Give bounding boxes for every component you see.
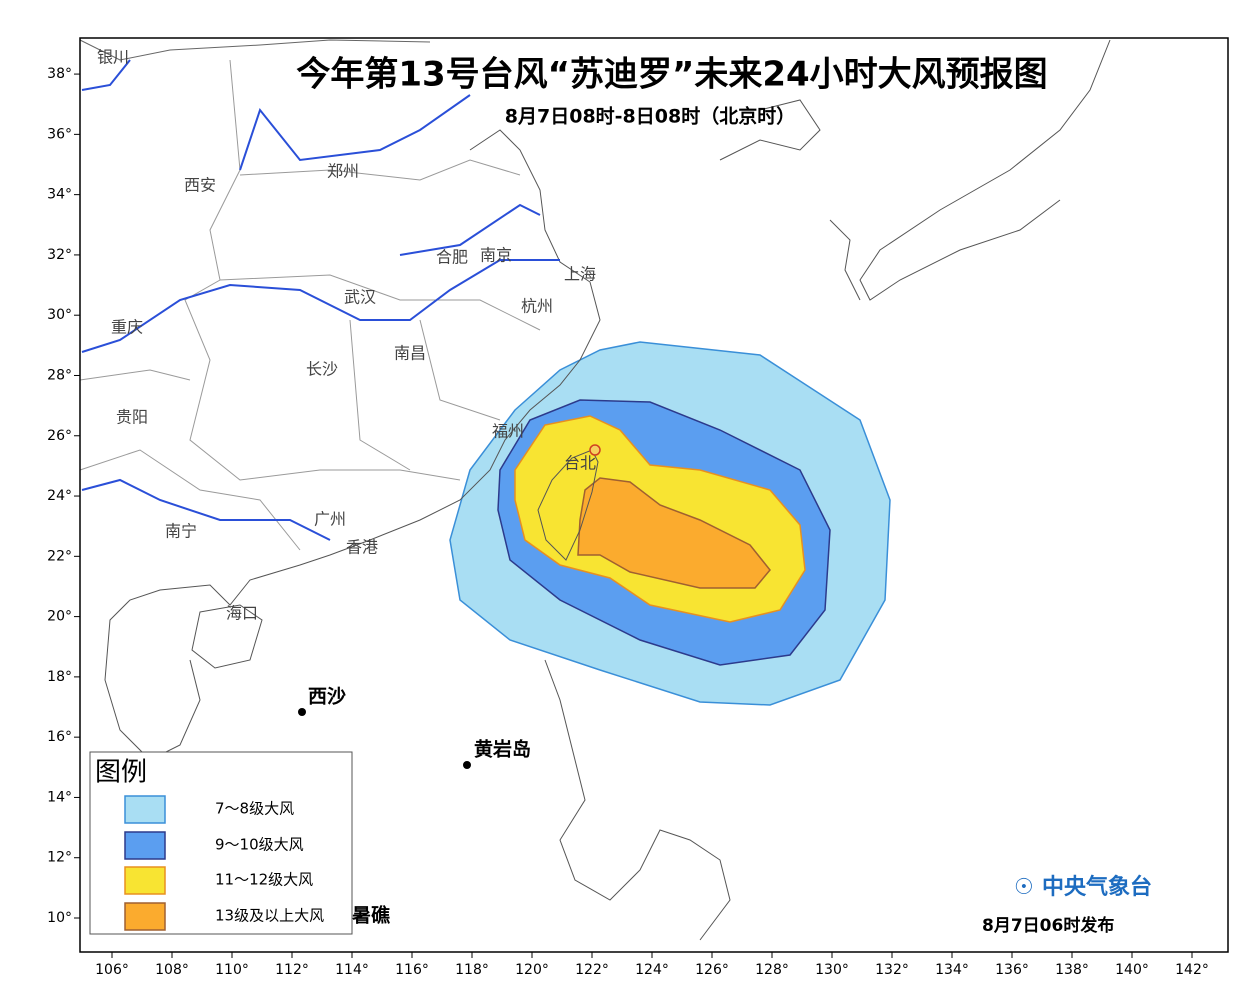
lat-tick-label: 20° bbox=[47, 609, 72, 625]
lat-tick-label: 14° bbox=[47, 789, 72, 805]
coastlines bbox=[79, 39, 1111, 941]
typhoon-center bbox=[589, 444, 601, 456]
wind-zones bbox=[449, 341, 891, 706]
place-label: 西沙 bbox=[308, 686, 346, 708]
lon-tick-label: 142° bbox=[1175, 962, 1209, 978]
place-label: 暑礁 bbox=[352, 904, 390, 927]
lat-tick-label: 22° bbox=[47, 548, 72, 564]
lat-tick-label: 38° bbox=[47, 66, 72, 82]
logo-icon: ☉ bbox=[1014, 875, 1034, 900]
lat-tick-label: 16° bbox=[47, 729, 72, 745]
city-label: 香港 bbox=[346, 538, 378, 557]
legend-label: 9～10级大风 bbox=[215, 836, 304, 854]
lat-tick-label: 36° bbox=[47, 126, 72, 142]
city-label: 海口 bbox=[226, 604, 258, 623]
lon-tick-label: 134° bbox=[935, 962, 969, 978]
lat-tick-label: 18° bbox=[47, 669, 72, 685]
lat-tick-label: 10° bbox=[47, 910, 72, 926]
lon-tick-label: 106° bbox=[95, 962, 129, 978]
legend-title: 图例 bbox=[95, 758, 147, 788]
province-borders bbox=[79, 59, 541, 551]
lat-tick-label: 32° bbox=[47, 247, 72, 263]
city-label: 杭州 bbox=[521, 297, 553, 316]
legend-swatch bbox=[124, 795, 166, 824]
lon-tick-label: 122° bbox=[575, 962, 609, 978]
legend: 图例 7～8级大风 9～10级大风 11～12级大风 13级及以上大风 bbox=[89, 751, 353, 935]
place-label: 黄岩岛 bbox=[474, 738, 531, 761]
lon-tick-label: 136° bbox=[995, 962, 1029, 978]
legend-swatch bbox=[124, 831, 166, 860]
lon-tick-label: 126° bbox=[695, 962, 729, 978]
legend-swatch bbox=[124, 866, 166, 895]
city-label: 台北 bbox=[564, 454, 596, 473]
lat-tick-label: 28° bbox=[47, 367, 72, 383]
lon-tick-label: 140° bbox=[1115, 962, 1149, 978]
city-label: 南昌 bbox=[394, 344, 426, 363]
issue-time: 8月7日06时发布 bbox=[982, 915, 1114, 936]
lon-tick-label: 128° bbox=[755, 962, 789, 978]
city-label: 上海 bbox=[564, 265, 596, 284]
lat-tick-label: 34° bbox=[47, 187, 72, 203]
legend-swatch bbox=[124, 902, 166, 931]
city-label: 武汉 bbox=[344, 288, 376, 307]
map-subtitle: 8月7日08时-8日08时（北京时） bbox=[505, 105, 795, 128]
legend-label: 11～12级大风 bbox=[215, 871, 313, 889]
lon-tick-label: 132° bbox=[875, 962, 909, 978]
axis-ticks: 106° 108° 110° 112° 114° 116° 118° 120° 122° 124°… bbox=[47, 66, 1209, 978]
lon-tick-label: 108° bbox=[155, 962, 189, 978]
lon-tick-label: 116° bbox=[395, 962, 429, 978]
city-label: 福州 bbox=[492, 422, 524, 441]
xisha-marker bbox=[298, 708, 306, 716]
rivers bbox=[81, 59, 560, 541]
city-label: 重庆 bbox=[111, 318, 143, 337]
lat-tick-label: 30° bbox=[47, 307, 72, 323]
city-label: 合肥 bbox=[436, 248, 468, 267]
lon-tick-label: 124° bbox=[635, 962, 669, 978]
legend-label: 7～8级大风 bbox=[215, 800, 294, 818]
lat-tick-label: 12° bbox=[47, 850, 72, 866]
city-label: 银川 bbox=[97, 48, 129, 67]
lon-tick-label: 112° bbox=[275, 962, 309, 978]
lon-tick-label: 110° bbox=[215, 962, 249, 978]
city-label: 广州 bbox=[314, 510, 346, 529]
city-label: 郑州 bbox=[327, 162, 359, 181]
lon-tick-label: 138° bbox=[1055, 962, 1089, 978]
city-label: 贵阳 bbox=[116, 408, 148, 427]
wind-zone bbox=[577, 477, 771, 589]
city-label: 西安 bbox=[184, 176, 216, 195]
legend-label: 13级及以上大风 bbox=[215, 907, 324, 925]
lon-tick-label: 118° bbox=[455, 962, 489, 978]
lon-tick-label: 130° bbox=[815, 962, 849, 978]
map-frame bbox=[79, 37, 1229, 953]
publisher: 中央气象台 bbox=[1042, 874, 1152, 900]
city-label: 南宁 bbox=[165, 522, 197, 541]
city-label: 长沙 bbox=[306, 360, 338, 379]
lat-tick-label: 26° bbox=[47, 428, 72, 444]
lon-tick-label: 114° bbox=[335, 962, 369, 978]
lat-tick-label: 24° bbox=[47, 488, 72, 504]
lon-tick-label: 120° bbox=[515, 962, 549, 978]
map-title: 今年第13号台风“苏迪罗”未来24小时大风预报图 bbox=[296, 55, 1047, 95]
huangyan-marker bbox=[463, 761, 471, 769]
city-label: 南京 bbox=[480, 246, 512, 265]
